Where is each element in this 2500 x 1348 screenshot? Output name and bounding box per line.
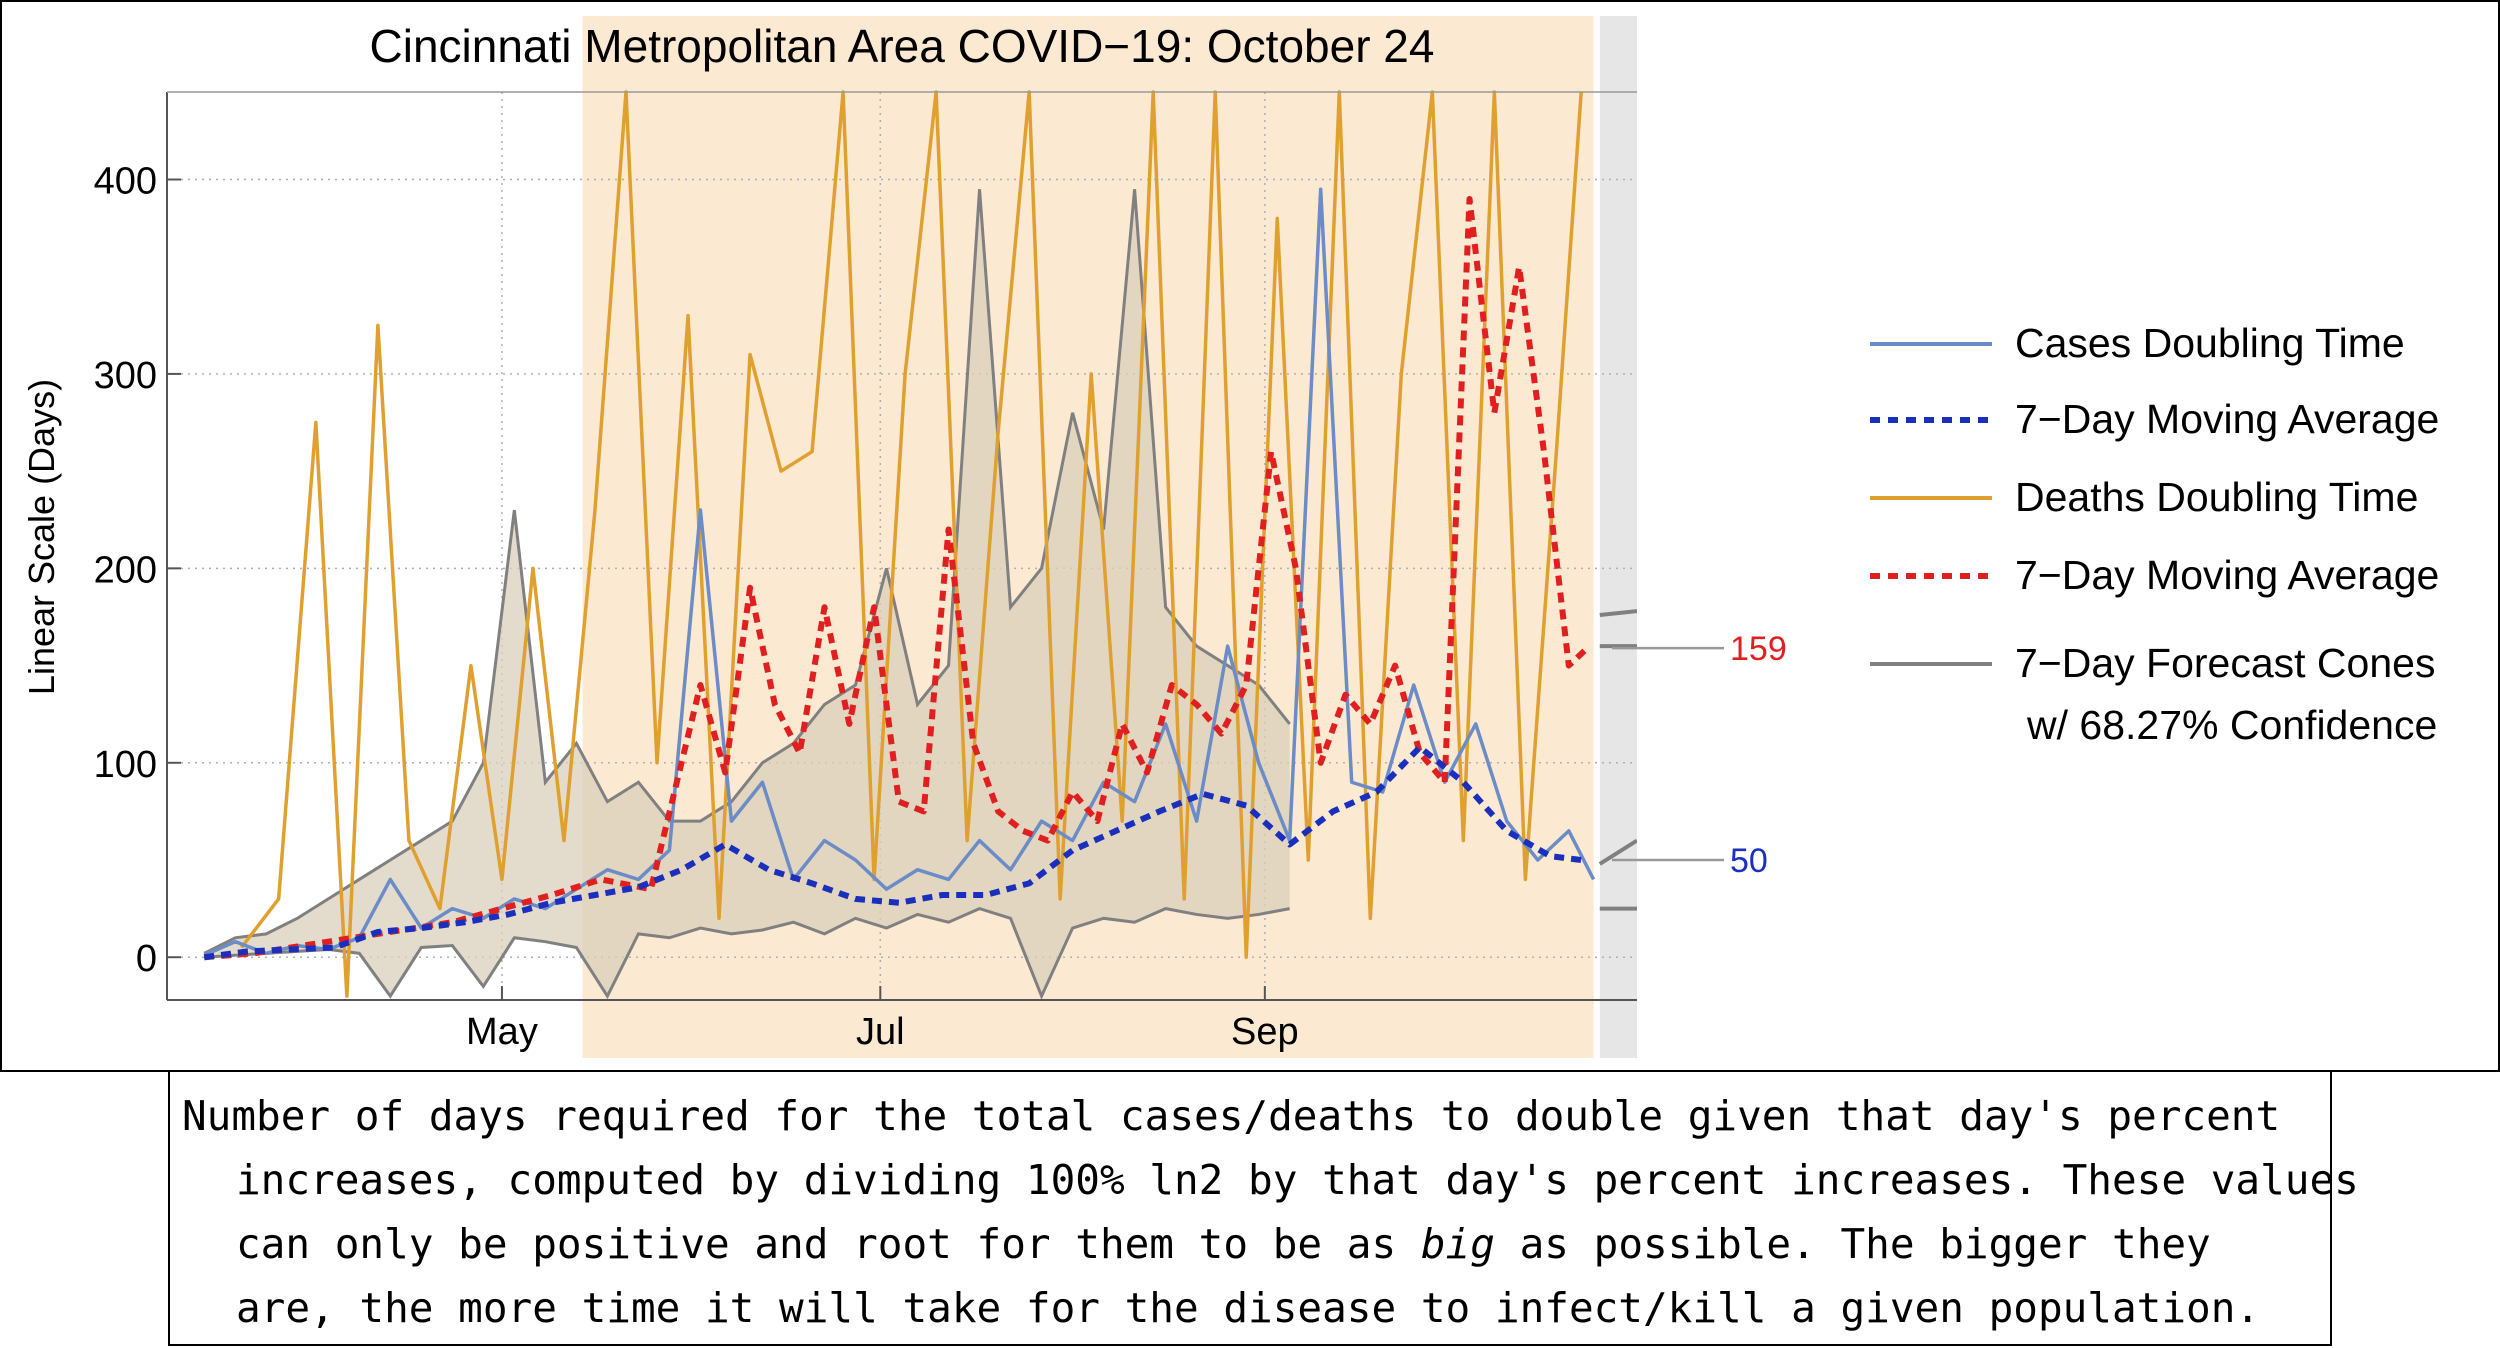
- caption-line-3-part-a: can only be positive and root for them t…: [236, 1220, 1421, 1268]
- y-tick-label: 100: [94, 744, 157, 786]
- y-tick-label: 0: [136, 938, 157, 980]
- caption-line-1: Number of days required for the total ca…: [182, 1092, 2281, 1140]
- annotation-label: 159: [1730, 630, 1787, 668]
- legend-label: 7−Day Moving Average: [2015, 396, 2439, 442]
- y-tick-label: 200: [94, 549, 157, 591]
- caption-emphasis: big: [1420, 1220, 1495, 1268]
- deaths-moving-average-line: [203, 195, 1590, 961]
- cases-moving-average-line: [203, 744, 1582, 961]
- caption-box: Number of days required for the total ca…: [168, 1072, 2359, 1346]
- confidence-band-lower: [204, 907, 1290, 1000]
- confidence-band: [204, 189, 1290, 997]
- cases-doubling-line: [203, 187, 1596, 957]
- confidence-band-upper: [203, 189, 1291, 955]
- x-tick-label: Jul: [856, 1011, 905, 1053]
- caption-line-2: increases, computed by dividing 100% ln2…: [236, 1156, 2359, 1204]
- forecast-region: [1599, 16, 1637, 1058]
- y-tick-label: 300: [94, 355, 157, 397]
- legend-label: 7−Day Moving Average: [2015, 552, 2439, 598]
- legend-label: Cases Doubling Time: [2015, 320, 2405, 366]
- x-tick-label: May: [466, 1011, 538, 1053]
- caption-line-3-part-b: as possible. The bigger they: [1494, 1220, 2211, 1268]
- chart-frame: 0 100 200 300 400 May Jul Sep Cincinnati Metrop…: [0, 0, 2500, 1072]
- caption-line-3: can only be positive and root for them t…: [182, 1212, 2320, 1276]
- chart-svg: 0 100 200 300 400 May Jul Sep Cincinnati Metrop…: [21, 16, 2439, 1058]
- forecast-deaths-upper: [1599, 609, 1637, 618]
- x-tick-label: Sep: [1231, 1011, 1299, 1053]
- legend-label: 7−Day Forecast Cones: [2015, 640, 2435, 686]
- deaths-doubling-line: [240, 90, 1583, 998]
- forecast-cases-upper: [1598, 838, 1637, 866]
- chart-title: Cincinnati Metropolitan Area COVID−19: O…: [370, 20, 1435, 72]
- y-tick-label: 400: [94, 160, 157, 202]
- caption-line-4: are, the more time it will take for the …: [236, 1284, 2261, 1332]
- legend-label: Deaths Doubling Time: [2015, 474, 2418, 520]
- legend-label-line2: w/ 68.27% Confidence: [2026, 702, 2437, 748]
- legend: Cases Doubling Time 7−Day Moving Average D…: [1870, 320, 2439, 748]
- y-axis-label: Linear Scale (Days): [21, 379, 62, 695]
- annotation-label: 50: [1730, 842, 1768, 880]
